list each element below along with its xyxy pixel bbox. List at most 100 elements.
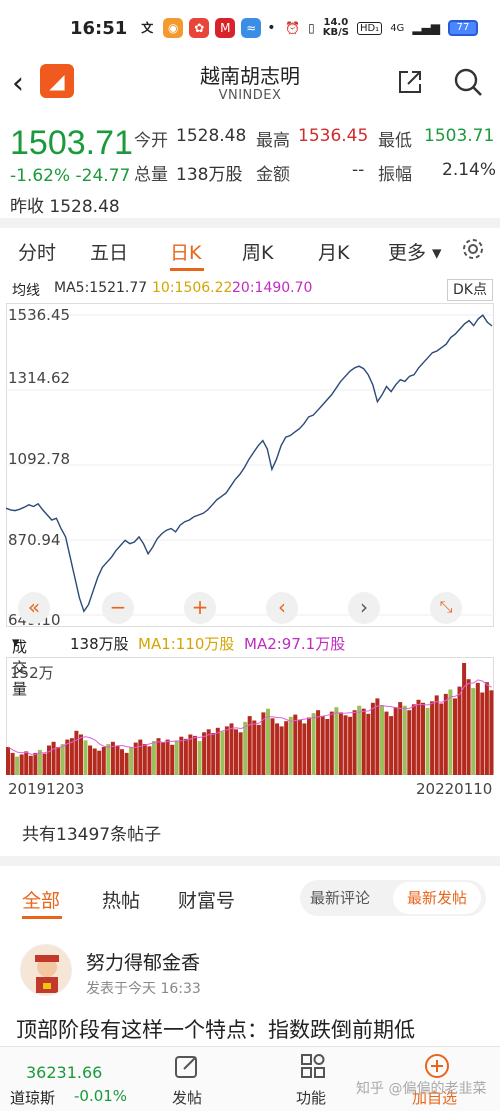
volume-bar <box>389 716 394 775</box>
ticker-name[interactable]: 道琼斯 <box>10 1089 56 1107</box>
next-arrow-icon[interactable]: › <box>348 592 380 624</box>
volume-max-label: 152万 <box>10 664 54 682</box>
y-tick-label: 1092.78 <box>8 450 71 468</box>
tab-more[interactable]: 更多 ▾ <box>388 242 442 264</box>
volume-bar <box>51 741 56 775</box>
prev-arrow-icon[interactable]: ‹ <box>266 592 298 624</box>
volume-bar <box>211 733 216 775</box>
volume-chart[interactable] <box>6 657 494 775</box>
tab-daily-k[interactable]: 日K <box>170 242 202 264</box>
back-arrow-icon[interactable]: ‹ <box>12 66 24 101</box>
feed-tabs: 全部 热帖 财富号 <box>0 868 500 926</box>
volume-bar <box>411 704 416 775</box>
app-notification-icon: ✿ <box>189 18 210 38</box>
volume-bar <box>138 739 143 775</box>
y-tick-label: 1314.62 <box>8 369 71 387</box>
volume-bar <box>15 756 20 775</box>
volume-bar <box>37 749 42 775</box>
tab-monthly-k[interactable]: 月K <box>318 242 350 264</box>
volume-bar <box>69 738 74 775</box>
volume-bar <box>293 714 298 775</box>
volume-bar <box>106 744 111 775</box>
share-icon[interactable] <box>396 68 424 96</box>
volume-bar <box>297 719 302 775</box>
feed-tab-wealth[interactable]: 财富号 <box>178 890 236 912</box>
price-chart[interactable] <box>6 303 494 627</box>
volume-bar <box>124 752 129 775</box>
volume-bar <box>133 742 138 775</box>
volume-bar <box>120 749 124 775</box>
volume-bar <box>288 716 293 775</box>
tab-intraday[interactable]: 分时 <box>18 242 57 264</box>
gear-icon[interactable] <box>460 236 486 262</box>
ma10-value: 10:1506.22 <box>152 280 233 296</box>
zoom-in-icon[interactable]: + <box>184 592 216 624</box>
battery-icon: 77 <box>448 20 478 36</box>
open-value: 1528.48 <box>176 126 247 146</box>
ma-label: 均线 <box>12 283 40 299</box>
add-watchlist-icon[interactable] <box>424 1053 450 1079</box>
volume-bar <box>110 741 115 775</box>
volume-bar <box>361 708 366 775</box>
volume-bar <box>366 713 371 775</box>
tab-five-day[interactable]: 五日 <box>90 242 129 264</box>
post-author[interactable]: 努力得郁金香 <box>86 952 201 974</box>
add-watchlist-button[interactable]: 加自选 <box>412 1089 458 1107</box>
sort-latest-comment[interactable]: 最新评论 <box>310 889 371 907</box>
volume-bar <box>425 707 430 775</box>
feed-tab-all[interactable]: 全部 <box>22 890 61 912</box>
notification-icons: 文 ◉ ✿ M ≈ • <box>137 18 276 38</box>
volume-bar <box>6 747 10 775</box>
zoom-out-icon[interactable]: − <box>102 592 134 624</box>
alarm-icon: ⏰ <box>285 21 301 35</box>
ticker-change: -0.01% <box>74 1087 128 1105</box>
volume-bar <box>370 702 375 775</box>
volume-bar <box>156 738 161 775</box>
volume-bar <box>65 739 70 775</box>
high-value: 1536.45 <box>298 126 369 146</box>
volume-bar <box>234 729 238 775</box>
sort-latest-post[interactable]: 最新发帖 <box>393 882 481 914</box>
post-button[interactable]: 发帖 <box>172 1089 203 1107</box>
volume-bar <box>243 721 248 775</box>
volume-bar <box>129 747 134 775</box>
volume-bar <box>352 710 357 775</box>
dk-points-button[interactable]: DK点 <box>447 279 493 301</box>
ticker-value[interactable]: 36231.66 <box>26 1063 103 1082</box>
bottom-bar: 36231.66 道琼斯 -0.01% 发帖 功能 加自选 <box>0 1046 500 1111</box>
rewind-icon[interactable]: « <box>18 592 50 624</box>
volume-bar <box>247 716 252 775</box>
avatar[interactable] <box>20 944 72 996</box>
prev-close: 昨收 1528.48 <box>10 197 120 217</box>
app-notification-icon: ≈ <box>241 18 262 38</box>
system-indicators: ⏰ ▯ 14.0 KB/S HD₁ 4G ▂▄▆ 77 <box>285 18 478 38</box>
volume-bar <box>375 698 380 775</box>
active-tab-indicator <box>170 268 204 271</box>
ma5-value: MA5:1521.77 <box>54 280 148 296</box>
volume-bar <box>174 740 179 775</box>
volume-value: 138万股 <box>176 165 243 185</box>
compose-icon[interactable] <box>174 1053 200 1079</box>
volume-bar <box>97 750 102 775</box>
price-change: -1.62% -24.77 <box>10 166 131 186</box>
tab-weekly-k[interactable]: 周K <box>242 242 274 264</box>
volume-bar <box>60 744 65 775</box>
volume-bar <box>197 741 202 775</box>
volume-bar <box>28 755 33 775</box>
volume-bar <box>380 705 384 775</box>
volume-bar <box>74 730 79 775</box>
volume-selector[interactable]: 成交量 ▾ <box>12 633 28 698</box>
volume-bar <box>320 716 325 775</box>
functions-button[interactable]: 功能 <box>296 1089 327 1107</box>
avatar-image <box>35 955 59 993</box>
feed-tab-hot[interactable]: 热帖 <box>102 890 141 912</box>
volume-bar <box>47 745 51 775</box>
post-text[interactable]: 顶部阶段有这样一个特点：指数跌倒前期低 <box>16 1018 415 1042</box>
fullscreen-icon[interactable]: ⤡ <box>430 592 462 624</box>
search-icon[interactable] <box>452 66 484 98</box>
functions-icon[interactable] <box>300 1053 326 1079</box>
volume-bar <box>224 726 229 775</box>
ma-legend: 均线 MA5:1521.77 10:1506.22 20:1490.70 <box>0 278 500 302</box>
volume-bar <box>170 744 175 775</box>
volume-bar <box>256 724 261 775</box>
